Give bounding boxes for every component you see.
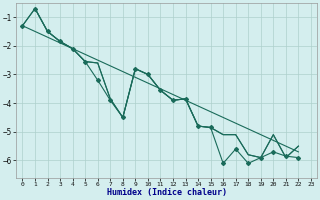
X-axis label: Humidex (Indice chaleur): Humidex (Indice chaleur) — [107, 188, 227, 197]
